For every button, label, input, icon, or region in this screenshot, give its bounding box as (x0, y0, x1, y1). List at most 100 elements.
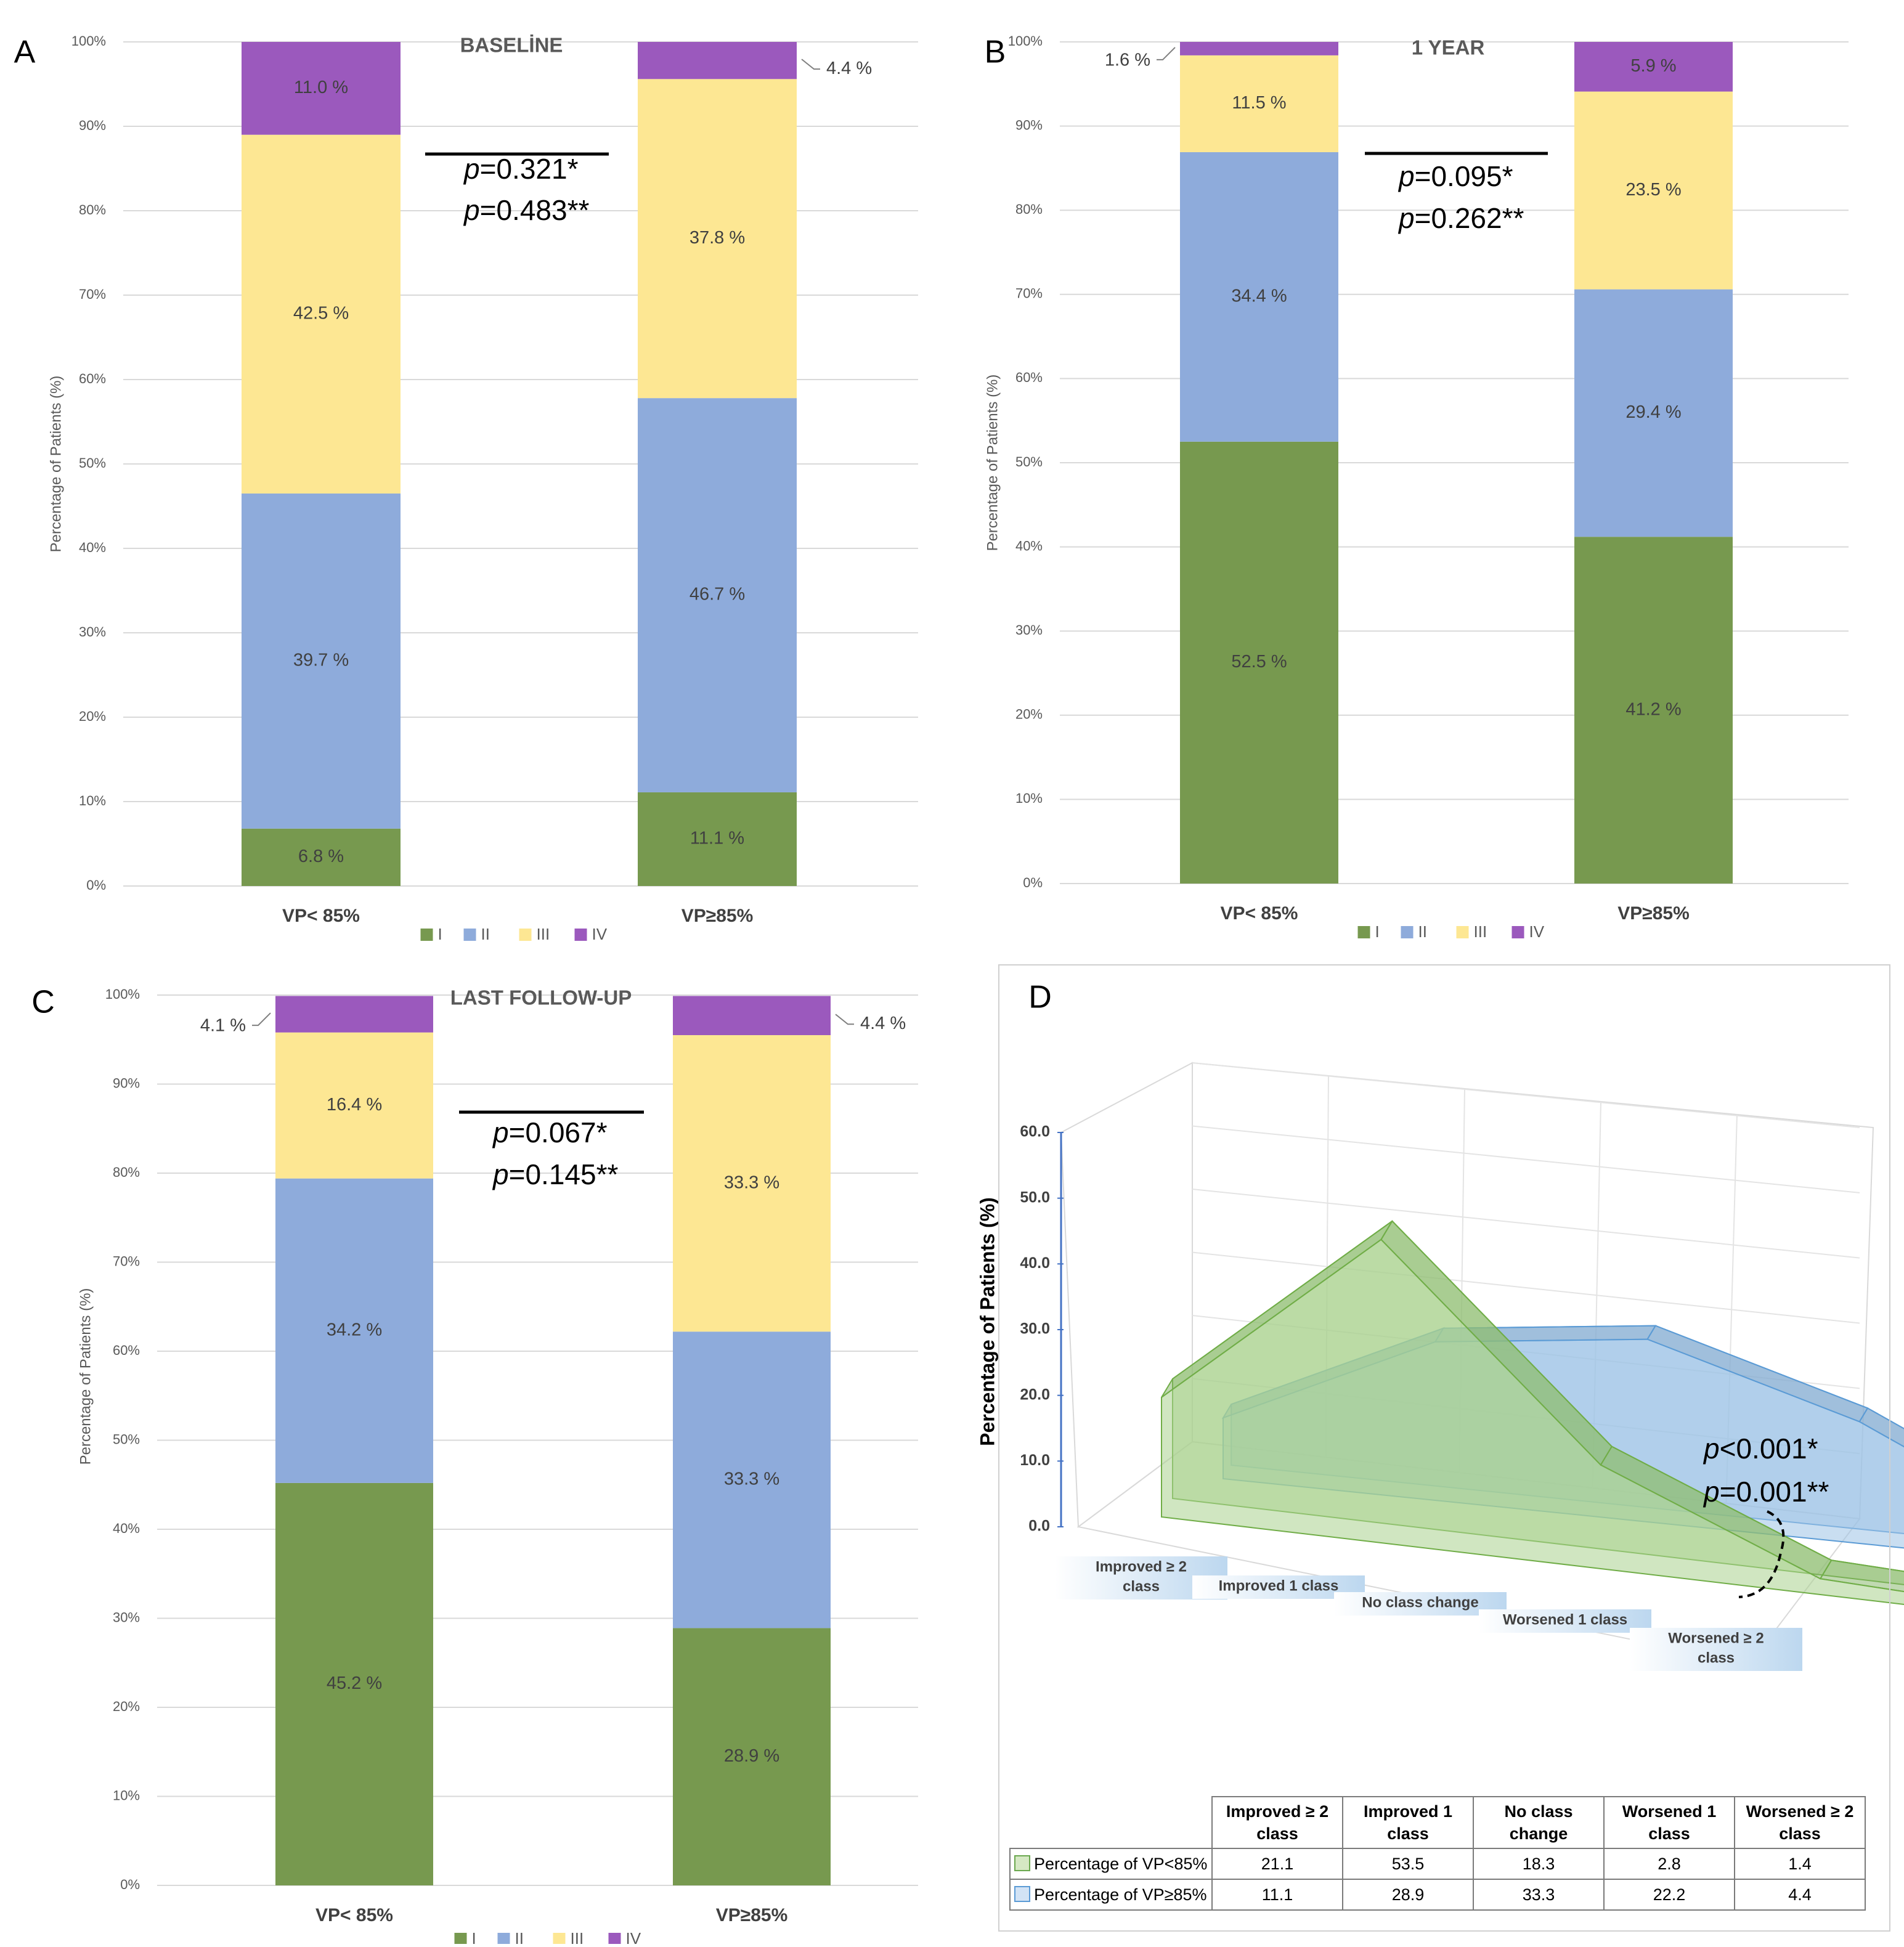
legend-swatch-iii (519, 929, 532, 941)
y-tick-label: 70% (113, 1253, 140, 1269)
table-cell: 4.4 (1734, 1879, 1866, 1911)
p-value: =0.145** (509, 1158, 619, 1190)
p-italic: p (1703, 1433, 1720, 1465)
y-axis-label: Percentage of Patients (%) (976, 1197, 998, 1446)
bar-segment-iv (1574, 42, 1733, 92)
table-corner (1010, 1797, 1213, 1849)
bar-segment-i (1180, 441, 1338, 884)
p-italic: p (492, 1158, 509, 1190)
legend-swatch-ii (497, 1933, 510, 1945)
y-tick-label: 60% (1015, 370, 1043, 385)
y-tick-label: 100% (105, 986, 140, 1002)
bar-segment-iv (275, 996, 433, 1033)
y-tick-label: 60% (79, 371, 106, 386)
p-value: =0.095* (1415, 160, 1513, 192)
bar-segment-i (242, 828, 401, 886)
y-tick-label: 100% (1008, 33, 1043, 49)
y-tick-label: 0.0 (1028, 1518, 1050, 1535)
data-label: 11.0 % (294, 78, 348, 97)
bar-segment-iii (673, 1035, 831, 1332)
bar-segment-iii (242, 134, 401, 494)
table-cell: 33.3 (1473, 1879, 1605, 1911)
area-front-face-vp-lt (1161, 1238, 1904, 1606)
p-value-chi-square: p=0.321* (463, 153, 579, 185)
y-tick-label: 90% (79, 118, 106, 133)
y-tick-label: 50% (79, 455, 106, 471)
x-label-bg (1630, 1628, 1802, 1671)
p-italic: p (1397, 160, 1415, 192)
data-label: 4.4 % (860, 1014, 906, 1033)
legend-label: II (1418, 922, 1427, 941)
y-axis-label: Percentage of Patients (%) (47, 376, 64, 553)
legend-swatch-vp-ge (1014, 1885, 1030, 1902)
x-category-label: Improved ≥ 2 (1096, 1558, 1187, 1575)
bar-segment-ii (638, 398, 797, 792)
data-point (1161, 1396, 1162, 1398)
table-col-header: Worsened 1 class (1603, 1796, 1735, 1849)
chart-title: 1 YEAR (1412, 36, 1485, 59)
y-tick-label: 40.0 (1020, 1254, 1050, 1272)
bar-segment-i (1574, 537, 1733, 884)
legend-swatch-iii (1456, 926, 1469, 938)
y-tick-label: 80% (1015, 201, 1043, 217)
p-value-fisher: p=0.145** (492, 1158, 618, 1190)
p-italic: p (1397, 202, 1415, 234)
significance-bracket (1738, 1510, 1785, 1598)
leader-line (801, 59, 820, 70)
bar-segment-iii (1574, 91, 1733, 290)
p-value: =0.321* (480, 153, 579, 185)
legend-swatch-vp-lt (1014, 1855, 1030, 1871)
table-cell: 22.2 (1603, 1879, 1735, 1911)
legend-swatch-iv (574, 929, 587, 941)
data-label: 45.2 % (327, 1673, 382, 1693)
table-cell: 28.9 (1342, 1879, 1474, 1911)
table-row-header: Percentage of VP<85% (1009, 1848, 1213, 1880)
back-gridline (1192, 1251, 1860, 1324)
legend-swatch-ii (463, 929, 476, 941)
panel-b: 0% 10% 20% 30% 40% 50% 60% 70% 80% 90% 100% Percent… (984, 33, 1849, 941)
x-label-bg (1334, 1592, 1507, 1616)
bar-segment-iii (1180, 55, 1338, 152)
data-label: 37.8 % (690, 228, 745, 248)
p-value: =0.001** (1720, 1476, 1829, 1508)
panel-d-data-table: Improved ≥ 2 class Improved 1 class No c… (1009, 1796, 1866, 1911)
back-gridline (1192, 1062, 1860, 1128)
table-cell: 11.1 (1211, 1879, 1343, 1911)
table-col-header: No class change (1473, 1796, 1605, 1849)
legend-swatch-ii (1401, 926, 1414, 938)
table-cell: 21.1 (1211, 1848, 1343, 1880)
legend-label: IV (1529, 922, 1545, 941)
y-tick-label: 0% (86, 877, 106, 893)
data-label: 5.9 % (1630, 56, 1676, 76)
bar-segment-iv (242, 42, 401, 135)
bar-segment-i (638, 792, 797, 886)
data-label: 6.8 % (298, 847, 344, 866)
panel-d: D 0.0 10.0 20.0 30.0 40.0 50.0 60.0 Percentage o… (976, 980, 1904, 1671)
data-label: 39.7 % (293, 651, 349, 670)
data-point (1380, 1238, 1382, 1240)
bar-segment-iv (1180, 42, 1338, 55)
x-category-label: Worsened ≥ 2 (1668, 1630, 1764, 1646)
legend-swatch-iv (1511, 926, 1524, 938)
data-label: 34.2 % (327, 1320, 382, 1339)
table-row-vp-ge-85: Percentage of VP≥85% 11.1 28.9 33.3 22.2… (1009, 1879, 1866, 1911)
legend-swatch-iv (608, 1933, 621, 1945)
legend-label: III (1474, 922, 1487, 941)
leader-line (835, 1014, 854, 1025)
legend-swatch-iii (553, 1933, 566, 1945)
table-row-vp-lt-85: Percentage of VP<85% 21.1 53.5 18.3 2.8 … (1009, 1848, 1866, 1880)
back-gridline (1192, 1125, 1860, 1193)
data-label: 33.3 % (724, 1173, 779, 1192)
x-category-label: VP≥85% (681, 906, 754, 926)
y-tick-label: 40% (1015, 538, 1043, 553)
legend-label: I (472, 1929, 476, 1944)
p-value-fisher: p=0.262** (1397, 202, 1524, 234)
y-tick-label: 50.0 (1020, 1189, 1050, 1206)
y-tick-label: 10% (1015, 791, 1043, 806)
y-tick-label: 50% (113, 1431, 140, 1447)
table-col-header: Worsened ≥ 2 class (1734, 1796, 1866, 1849)
y-tick-label: 60% (113, 1343, 140, 1358)
legend-swatch-i (1357, 926, 1370, 938)
table-col-header: Improved 1 class (1342, 1796, 1474, 1849)
y-tick-label: 70% (1015, 286, 1043, 301)
